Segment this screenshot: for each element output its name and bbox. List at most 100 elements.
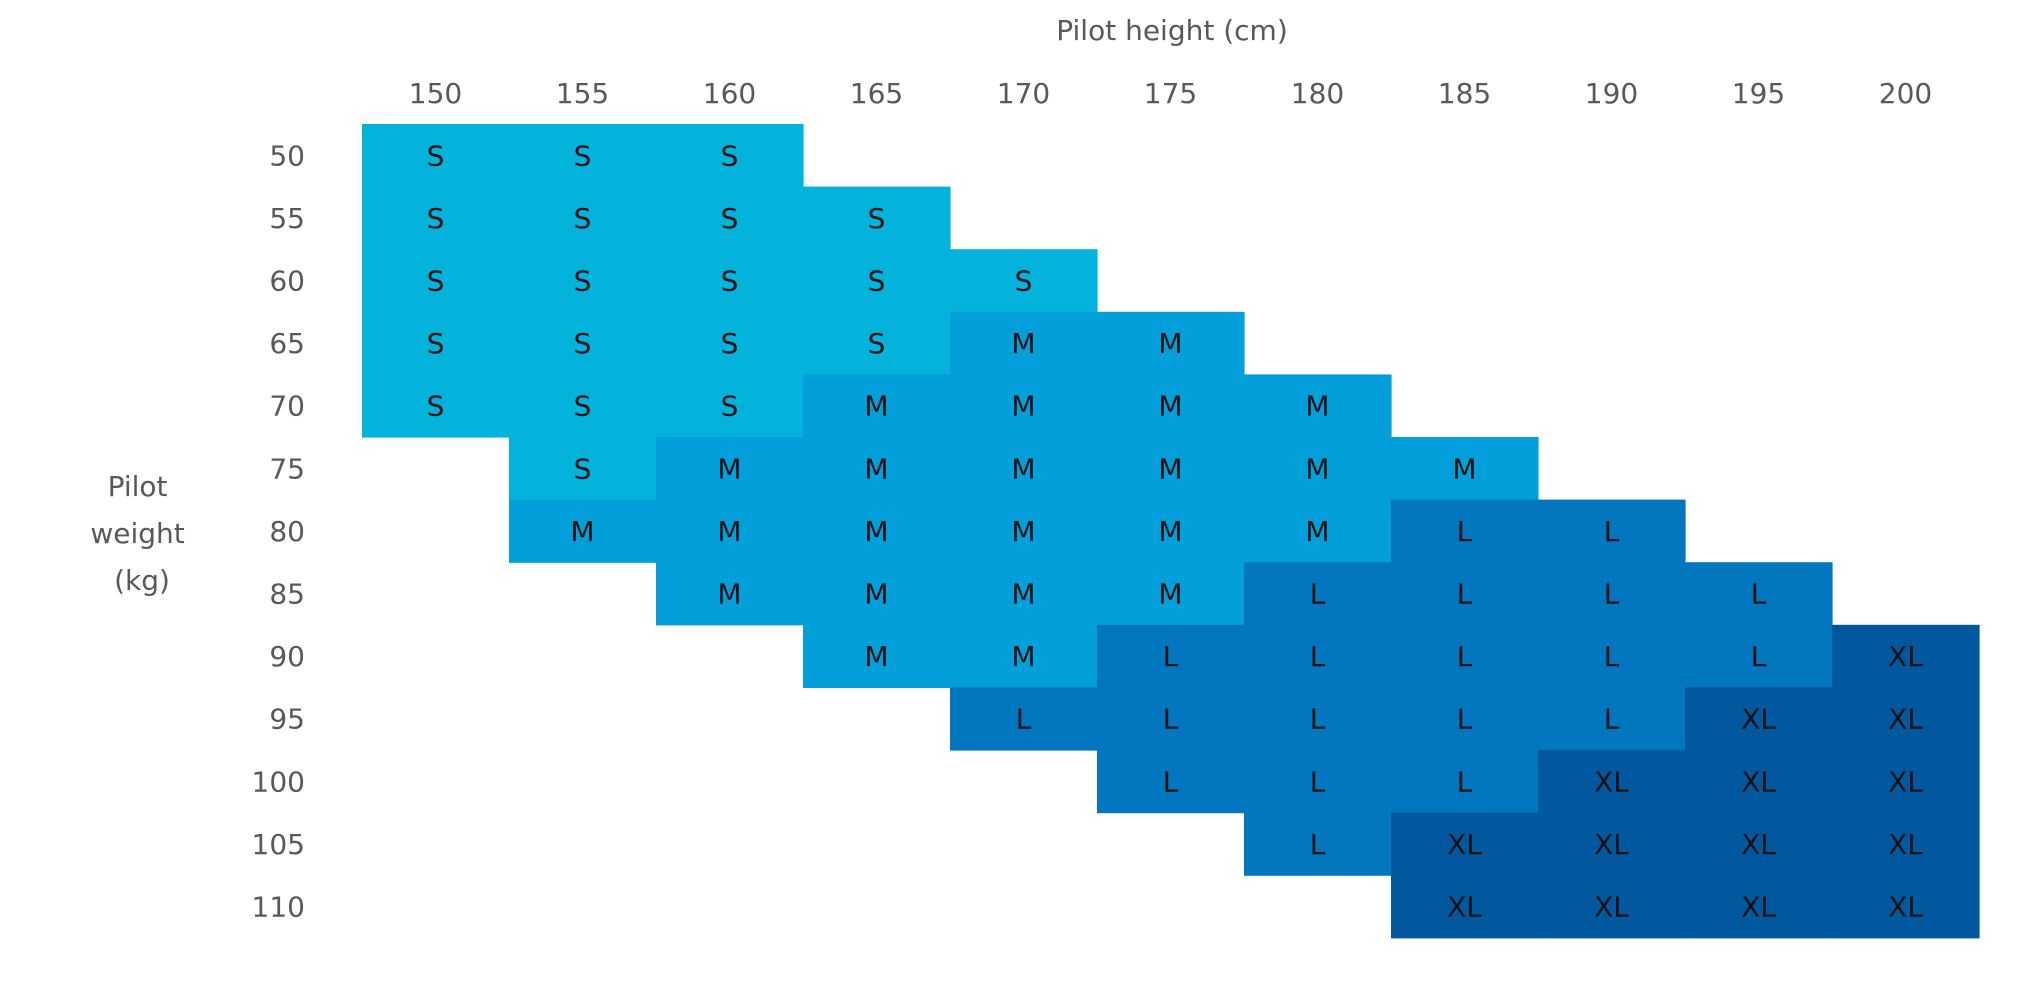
heatmap-cell — [950, 374, 1098, 438]
cell-size-label: L — [1163, 703, 1179, 736]
heatmap-cell — [803, 437, 951, 501]
cell-size-label: M — [717, 452, 741, 485]
cell-size-label: L — [1457, 578, 1473, 611]
x-tick-label: 195 — [1732, 77, 1785, 110]
heatmap-cell — [950, 562, 1098, 626]
heatmap-cell — [362, 311, 510, 375]
cell-size-label: S — [574, 202, 592, 235]
heatmap-cell — [362, 249, 510, 313]
heatmap-cell — [656, 124, 804, 188]
cell-size-label: L — [1751, 578, 1767, 611]
cell-size-label: XL — [1888, 891, 1923, 924]
cell-size-label: M — [1011, 390, 1035, 423]
heatmap-cell — [950, 624, 1098, 688]
cell-size-label: S — [868, 327, 886, 360]
cell-size-label: XL — [1888, 765, 1923, 798]
cell-size-label: S — [427, 327, 445, 360]
y-tick-label: 65 — [269, 327, 305, 360]
cell-size-label: S — [721, 265, 739, 298]
heatmap-cell — [656, 499, 804, 563]
heatmap-cell — [803, 311, 951, 375]
cell-size-label: S — [574, 265, 592, 298]
heatmap-cell — [1244, 499, 1392, 563]
cell-size-label: M — [1305, 515, 1329, 548]
cell-size-label: L — [1310, 828, 1326, 861]
cell-size-label: L — [1310, 703, 1326, 736]
cell-size-label: M — [864, 452, 888, 485]
y-tick-label: 110 — [252, 891, 305, 924]
heatmap-cell — [656, 311, 804, 375]
cell-size-label: M — [1011, 452, 1035, 485]
heatmap-cell — [1538, 812, 1686, 876]
heatmap-cell — [1097, 311, 1245, 375]
heatmap-cell — [950, 311, 1098, 375]
heatmap-cell — [1832, 687, 1980, 751]
cell-size-label: M — [1158, 452, 1182, 485]
heatmap-cell — [362, 374, 510, 438]
heatmap-cell — [803, 374, 951, 438]
cell-size-label: S — [427, 139, 445, 172]
cell-size-label: L — [1457, 640, 1473, 673]
y-axis-ticks: 50 55 60 65 70 75 80 85 90 95 100 105 110 — [252, 139, 305, 923]
heatmap-cell — [1538, 687, 1686, 751]
cell-size-label: M — [1158, 578, 1182, 611]
heatmap-cell — [509, 499, 657, 563]
y-axis-title-line: Pilot — [108, 470, 168, 503]
heatmap-cell — [509, 437, 657, 501]
cell-size-label: L — [1163, 640, 1179, 673]
heatmap-cell — [1391, 437, 1539, 501]
heatmap-cell — [1685, 562, 1833, 626]
cell-size-label: XL — [1741, 765, 1776, 798]
cell-size-label: M — [864, 390, 888, 423]
heatmap-cell — [1391, 562, 1539, 626]
cell-size-label: L — [1457, 765, 1473, 798]
x-tick-label: 170 — [997, 77, 1050, 110]
heatmap-cell — [803, 562, 951, 626]
cell-size-label: S — [574, 327, 592, 360]
heatmap-cell — [1832, 624, 1980, 688]
heatmap-cell — [803, 249, 951, 313]
cell-size-label: M — [1305, 390, 1329, 423]
heatmap-cell — [1538, 499, 1686, 563]
heatmap-cell — [1538, 562, 1686, 626]
cell-size-label: M — [1011, 578, 1035, 611]
heatmap-cell — [1244, 562, 1392, 626]
heatmap-cell — [509, 186, 657, 250]
cell-size-label: M — [1305, 452, 1329, 485]
cell-size-label: XL — [1447, 891, 1482, 924]
heatmap-cell — [803, 186, 951, 250]
y-tick-label: 95 — [269, 703, 305, 736]
x-tick-label: 185 — [1438, 77, 1491, 110]
heatmap-cell — [656, 437, 804, 501]
cell-size-label: L — [1751, 640, 1767, 673]
cell-size-label: M — [570, 515, 594, 548]
heatmap-cell — [509, 249, 657, 313]
y-tick-label: 90 — [269, 640, 305, 673]
heatmap-cell — [803, 624, 951, 688]
heatmap-cell — [950, 249, 1098, 313]
cell-size-label: M — [1158, 390, 1182, 423]
cell-size-label: XL — [1594, 828, 1629, 861]
heatmap-cell — [1244, 687, 1392, 751]
cell-size-label: M — [1158, 327, 1182, 360]
y-tick-label: 70 — [269, 390, 305, 423]
cell-size-label: S — [427, 265, 445, 298]
heatmap-cell — [1097, 562, 1245, 626]
y-tick-label: 50 — [269, 139, 305, 172]
heatmap-cell — [1097, 437, 1245, 501]
cell-size-label: L — [1163, 765, 1179, 798]
cell-size-label: S — [721, 390, 739, 423]
cell-size-label: L — [1310, 765, 1326, 798]
heatmap-cell — [656, 186, 804, 250]
x-tick-label: 165 — [850, 77, 903, 110]
heatmap-cell — [362, 124, 510, 188]
cell-size-label: L — [1016, 703, 1032, 736]
heatmap-cell — [1685, 687, 1833, 751]
heatmap-cell — [656, 249, 804, 313]
heatmap-cell — [509, 374, 657, 438]
heatmap-cell — [509, 311, 657, 375]
y-tick-label: 60 — [269, 265, 305, 298]
cell-size-label: XL — [1888, 640, 1923, 673]
x-tick-label: 190 — [1585, 77, 1638, 110]
